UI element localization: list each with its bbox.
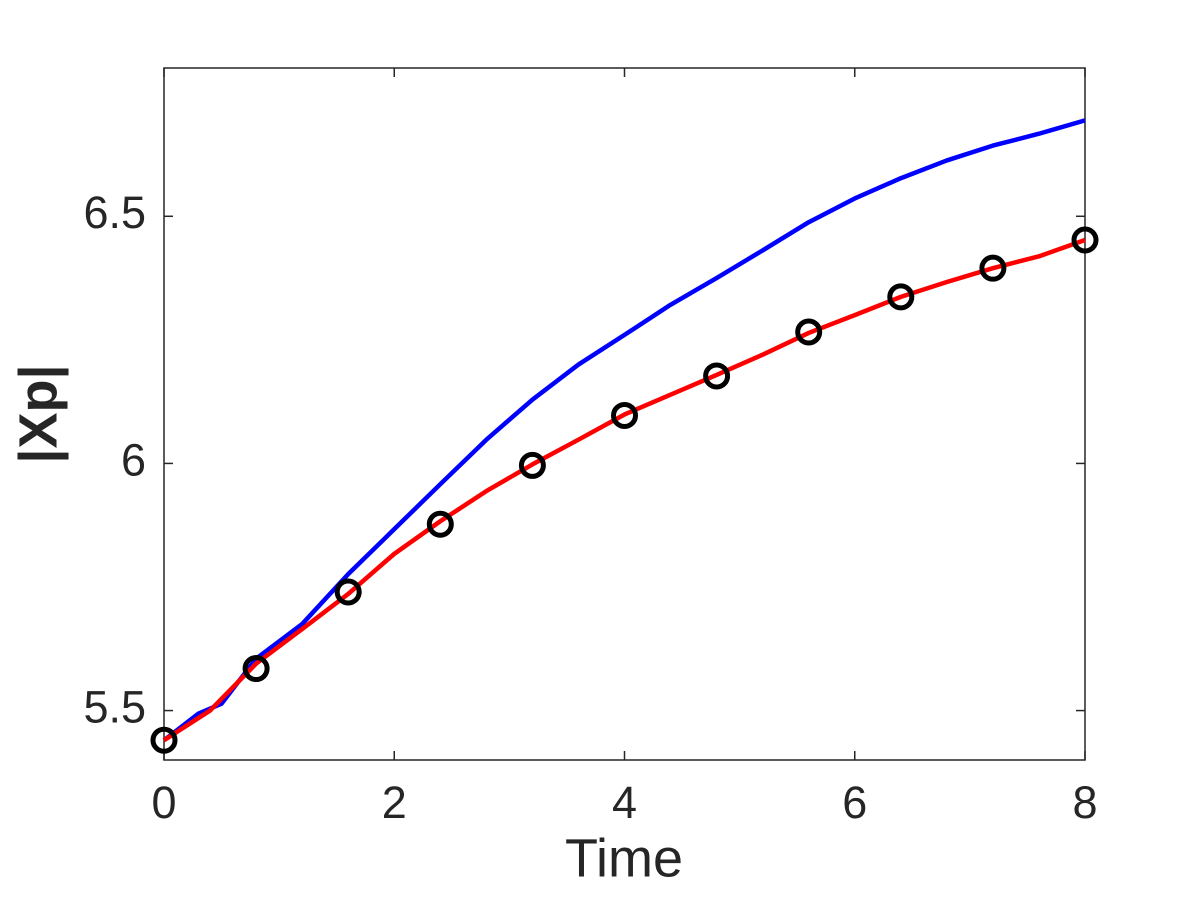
y-tick-label: 6.5	[83, 187, 146, 238]
marker	[242, 655, 270, 683]
marker	[703, 362, 731, 390]
marker	[1071, 226, 1099, 254]
marks	[150, 118, 1099, 754]
y-tick-label: 6	[121, 434, 146, 485]
marker	[518, 451, 546, 479]
y-tick-label: 5.5	[83, 681, 146, 732]
x-tick-label: 2	[382, 777, 407, 828]
line	[162, 118, 1086, 743]
marker	[979, 254, 1007, 282]
marker	[150, 726, 178, 754]
marker	[334, 578, 362, 606]
x-tick-label: 0	[151, 777, 176, 828]
x-tick-label: 8	[1072, 777, 1097, 828]
ticks: 0 2 4 6 8 5.5 6 6.5	[83, 68, 1098, 828]
x-tick-label: 6	[842, 777, 867, 828]
x-tick-label: 4	[612, 777, 637, 828]
marker	[611, 401, 638, 429]
marker	[887, 283, 915, 311]
marker	[795, 318, 823, 346]
x-axis-label: Time	[565, 828, 683, 888]
y-axis-label: |Xp|	[8, 364, 69, 463]
line	[162, 237, 1086, 743]
marker	[426, 510, 454, 538]
